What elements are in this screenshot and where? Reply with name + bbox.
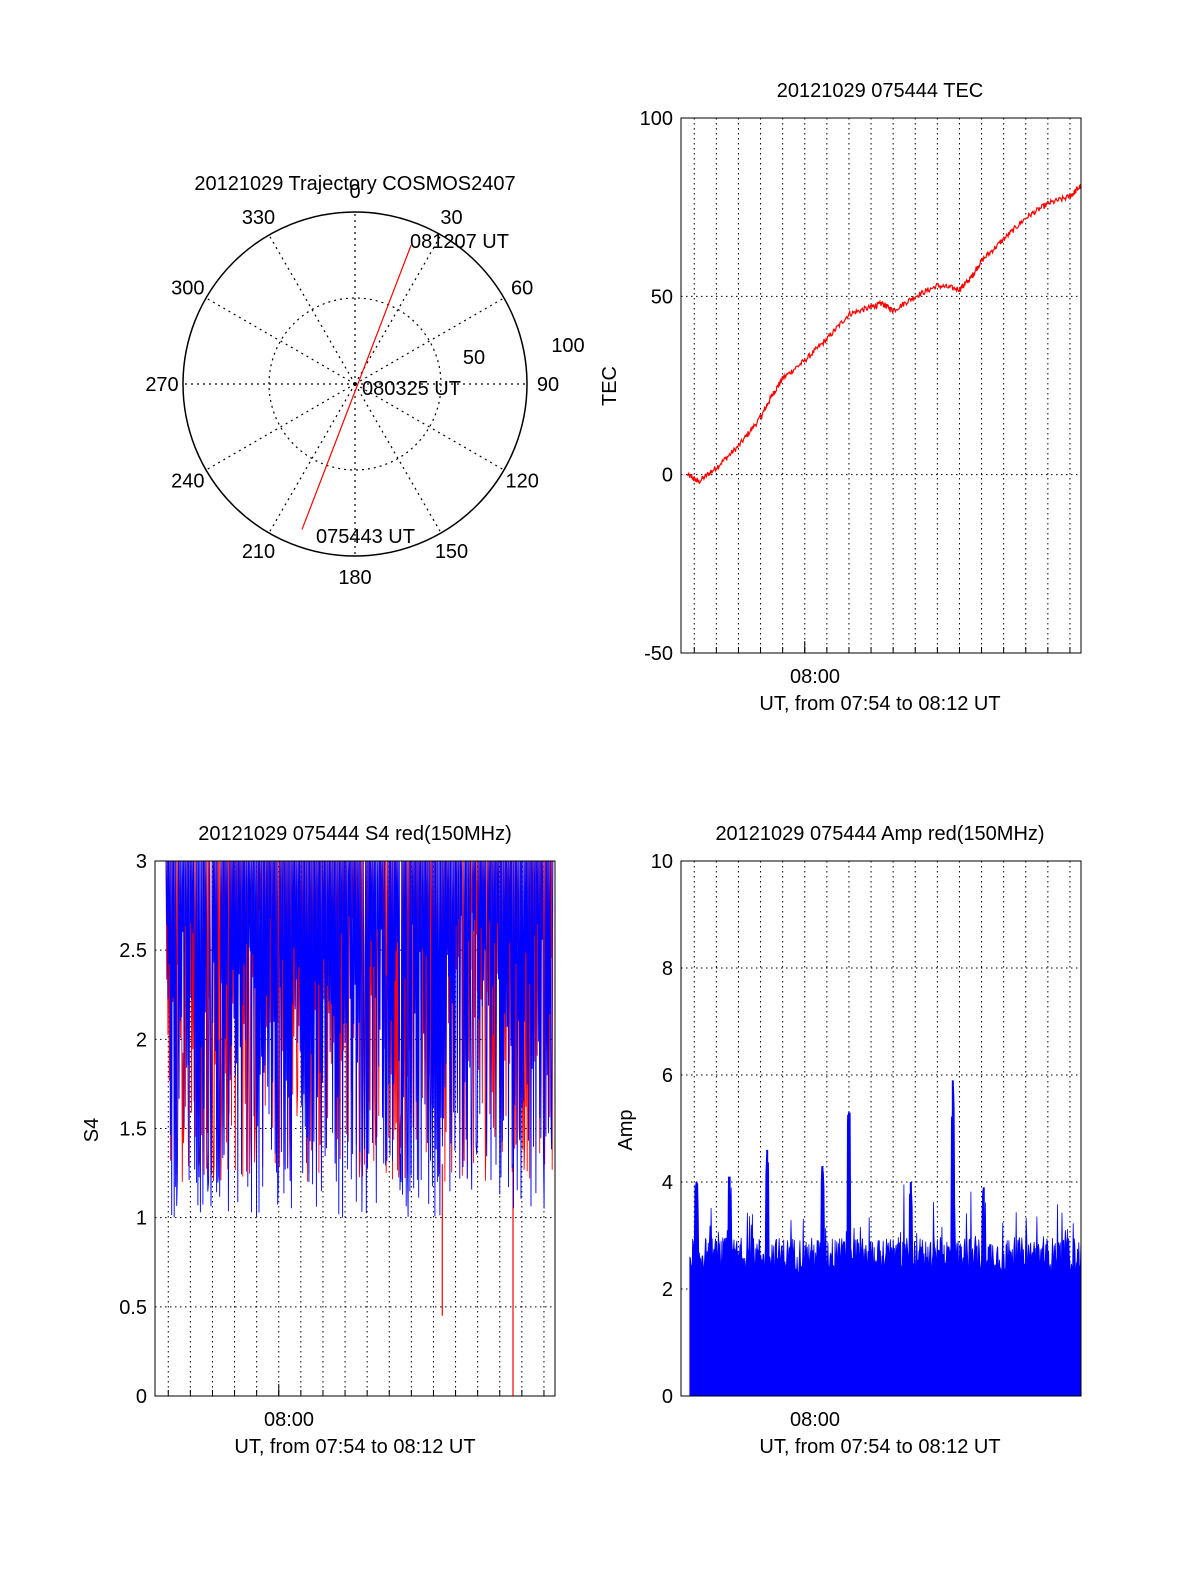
s4-x-tick-label: 08:00: [264, 1409, 314, 1431]
polar-angle-label: 270: [145, 374, 178, 396]
polar-spoke: [205, 383, 356, 471]
y-tick-label: -50: [644, 643, 673, 665]
amp-x-tick-label: 08:00: [790, 1409, 840, 1431]
polar-spoke: [354, 383, 442, 534]
amp-frame: [680, 860, 1082, 1397]
y-tick-label: 10: [651, 851, 673, 873]
y-tick-label: 100: [640, 108, 673, 130]
polar-angle-label: 240: [171, 471, 204, 493]
tec-y-axis-label: TEC: [599, 366, 621, 406]
y-tick-label: 0.5: [119, 1297, 147, 1319]
amp-title: 20121029 075444 Amp red(150MHz): [715, 823, 1044, 845]
tec-panel: 20121029 075444 TEC 100 50 0 -50 08:00 UT, …: [599, 80, 1082, 715]
amp-series: [689, 1080, 1082, 1397]
polar-angle-label: 330: [242, 207, 275, 229]
polar-spoke: [354, 297, 505, 385]
polar-angle-label: 90: [537, 374, 559, 396]
polar-spoke: [268, 234, 356, 385]
y-tick-label: 4: [662, 1172, 673, 1194]
tec-series: [687, 184, 1082, 485]
polar-angle-labels: 0 30 60 90 120 150 180 210 240 270 300 330: [145, 181, 559, 589]
y-tick-label: 0: [662, 1386, 673, 1408]
polar-spoke: [354, 234, 442, 385]
y-tick-label: 6: [662, 1065, 673, 1087]
trajectory-track: [301, 245, 412, 530]
polar-angle-label: 60: [511, 278, 533, 300]
polar-spoke: [268, 383, 356, 534]
polar-angle-label: 210: [242, 541, 275, 563]
tec-y-tick-labels: 100 50 0 -50: [640, 108, 673, 665]
s4-x-axis-label: UT, from 07:54 to 08:12 UT: [234, 1436, 475, 1458]
s4-panel: 20121029 075444 S4 red(150MHz) 3 2.5 2 1.5 1…: [81, 823, 556, 1458]
y-tick-label: 1.5: [119, 1119, 147, 1141]
s4-grid: [155, 861, 555, 1396]
amp-y-axis-label: Amp: [615, 1109, 637, 1150]
polar-title: 20121029 Trajectory COSMOS2407: [194, 173, 515, 195]
radial-label-100: 100: [551, 335, 584, 357]
annotation-end-time: 081207 UT: [410, 231, 509, 253]
tec-line: [687, 184, 1082, 485]
y-tick-label: 2: [662, 1279, 673, 1301]
amp-y-tick-labels: 10 8 6 4 2 0: [651, 851, 673, 1408]
polar-angle-label: 120: [505, 471, 538, 493]
tec-title: 20121029 075444 TEC: [777, 80, 983, 102]
polar-spoke: [205, 297, 356, 385]
annotation-start-time: 075443 UT: [316, 526, 415, 548]
polar-angle-label: 0: [349, 181, 360, 203]
y-tick-label: 0: [136, 1386, 147, 1408]
s4-frame: [154, 860, 556, 1397]
y-tick-label: 2: [136, 1029, 147, 1051]
y-tick-label: 3: [136, 851, 147, 873]
tec-grid: [681, 118, 1081, 653]
s4-series: [165, 860, 554, 1396]
tec-frame: [680, 117, 1082, 654]
polar-angle-label: 30: [440, 207, 462, 229]
amp-panel: 20121029 075444 Amp red(150MHz) 1086420 …: [615, 823, 1082, 1458]
radial-label-50: 50: [463, 347, 485, 369]
tec-x-axis-label: UT, from 07:54 to 08:12 UT: [759, 693, 1000, 715]
polar-angle-label: 300: [171, 278, 204, 300]
polar-ring-50: [268, 297, 442, 471]
polar-panel: 20121029 Trajectory COSMOS2407 0 30 60 90 12…: [145, 173, 584, 589]
y-tick-label: 1: [136, 1208, 147, 1230]
amp-x-axis-label: UT, from 07:54 to 08:12 UT: [759, 1436, 1000, 1458]
y-tick-label: 8: [662, 958, 673, 980]
s4-title: 20121029 075444 S4 red(150MHz): [198, 823, 512, 845]
s4-y-tick-labels: 3 2.5 2 1.5 1 0.5 0: [119, 851, 147, 1408]
y-tick-label: 0: [662, 465, 673, 487]
s4-y-axis-label: S4: [81, 1118, 103, 1142]
polar-ring-outer: [182, 211, 528, 557]
annotation-mid-time: 080325 UT: [362, 378, 461, 400]
polar-grid: [182, 211, 528, 557]
amp-fill: [689, 1086, 1082, 1397]
polar-angle-label: 180: [338, 567, 371, 589]
polar-angle-label: 150: [435, 541, 468, 563]
tec-x-tick-label: 08:00: [790, 666, 840, 688]
polar-spoke: [354, 383, 505, 471]
y-tick-label: 2.5: [119, 940, 147, 962]
y-tick-label: 50: [651, 286, 673, 308]
trajectory-line: [301, 245, 412, 530]
